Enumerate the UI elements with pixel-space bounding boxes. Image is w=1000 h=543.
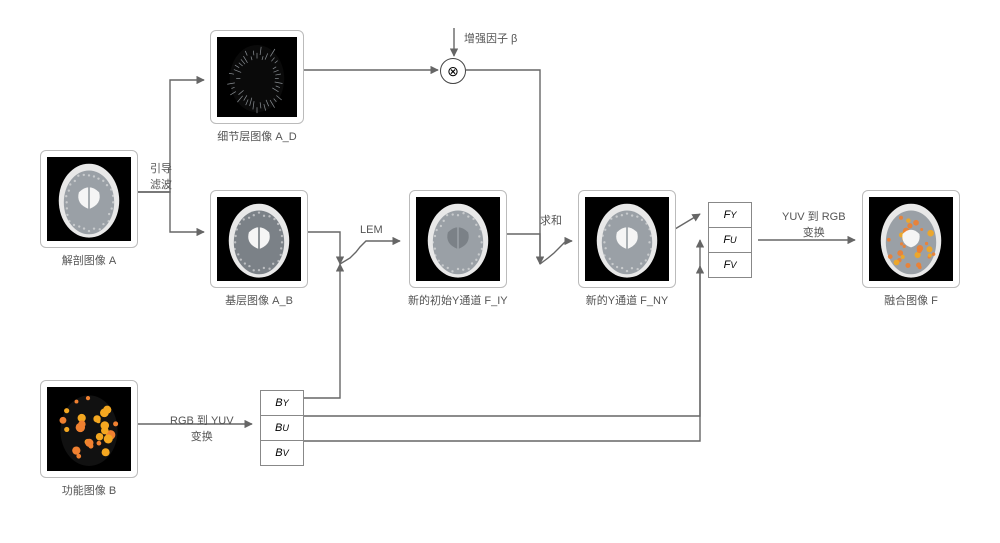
image-frame bbox=[40, 150, 138, 248]
node-ab: 基层图像 A_B bbox=[210, 190, 308, 308]
node-caption: 细节层图像 A_D bbox=[210, 128, 304, 144]
node-caption: 新的Y通道 F_NY bbox=[578, 292, 676, 308]
brain-thumbnail bbox=[217, 37, 297, 117]
brain-thumbnail bbox=[416, 197, 500, 281]
image-frame bbox=[210, 190, 308, 288]
node-caption: 解剖图像 A bbox=[40, 252, 138, 268]
node-caption: 功能图像 B bbox=[40, 482, 138, 498]
node-f: 融合图像 F bbox=[862, 190, 960, 308]
multiply-operator: ⊗ bbox=[440, 58, 466, 84]
channel-cell: BY bbox=[260, 390, 304, 416]
node-fny: 新的Y通道 F_NY bbox=[578, 190, 676, 308]
node-a: 解剖图像 A bbox=[40, 150, 138, 268]
brain-thumbnail bbox=[47, 157, 131, 241]
edge-label-guided_filter: 引导滤波 bbox=[150, 160, 172, 192]
brain-thumbnail bbox=[585, 197, 669, 281]
channel-cell: FV bbox=[708, 253, 752, 278]
node-fiy: 新的初始Y通道 F_IY bbox=[408, 190, 508, 308]
wire bbox=[540, 241, 572, 264]
node-caption: 基层图像 A_B bbox=[210, 292, 308, 308]
channel-cell: BU bbox=[260, 416, 304, 441]
edge-label-beta: 增强因子 β bbox=[464, 30, 517, 46]
brain-thumbnail bbox=[47, 387, 131, 471]
f-yuv-stack: FYFUFV bbox=[708, 202, 752, 278]
node-caption: 融合图像 F bbox=[862, 292, 960, 308]
node-b: 功能图像 B bbox=[40, 380, 138, 498]
brain-thumbnail bbox=[217, 197, 301, 281]
channel-cell: BV bbox=[260, 441, 304, 466]
brain-thumbnail bbox=[869, 197, 953, 281]
edge-label-rgb2yuv: RGB 到 YUV变换 bbox=[170, 412, 234, 444]
edge-label-LEM: LEM bbox=[360, 224, 383, 236]
edge-label-yuv2rgb: YUV 到 RGB变换 bbox=[782, 208, 846, 240]
image-frame bbox=[578, 190, 676, 288]
image-frame bbox=[210, 30, 304, 124]
node-ad: 细节层图像 A_D bbox=[210, 30, 304, 144]
wire bbox=[340, 241, 400, 264]
image-frame bbox=[40, 380, 138, 478]
channel-cell: FY bbox=[708, 202, 752, 228]
b-yuv-stack: BYBUBV bbox=[260, 390, 304, 466]
edge-label-sum: 求和 bbox=[540, 212, 562, 228]
node-caption: 新的初始Y通道 F_IY bbox=[408, 292, 508, 308]
channel-cell: FU bbox=[708, 228, 752, 253]
image-frame bbox=[862, 190, 960, 288]
image-frame bbox=[409, 190, 507, 288]
wire bbox=[132, 192, 204, 232]
